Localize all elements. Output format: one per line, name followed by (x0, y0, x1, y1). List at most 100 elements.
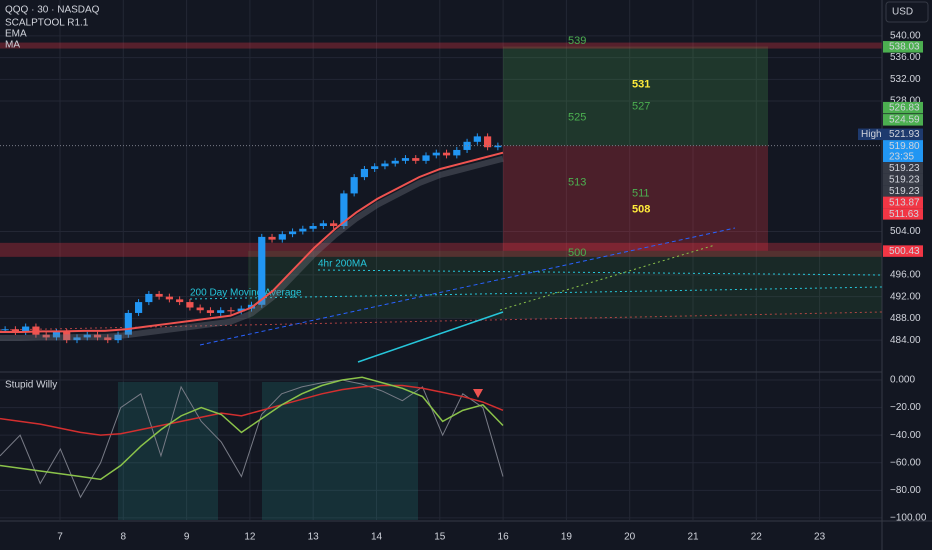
y-tick-label: −20.00 (890, 402, 921, 413)
price-tag (883, 208, 923, 220)
candle (1, 329, 9, 331)
trend-line (0, 311, 883, 331)
price-tag-label: 526.83 (889, 103, 920, 114)
candle (186, 302, 194, 308)
y-tick-label: −80.00 (890, 485, 921, 496)
pane-title: Stupid Willy (5, 380, 57, 391)
candle (93, 334, 102, 338)
price-tag-label: 521.93 (889, 129, 920, 140)
candle (463, 141, 471, 150)
candle (227, 310, 235, 312)
countdown: 23:35 (889, 151, 914, 162)
candle (453, 149, 461, 156)
y-tick-label: 496.00 (890, 270, 921, 281)
y-tick-label: 504.00 (890, 226, 921, 237)
y-tick-label: 536.00 (890, 52, 921, 63)
candle (330, 223, 338, 227)
price-tag (883, 173, 923, 186)
demand-zone (248, 250, 882, 319)
x-tick-label: 23 (814, 532, 826, 543)
price-tag (883, 196, 923, 209)
candle (299, 228, 307, 232)
annotation: 200 Day Moving Average (190, 288, 302, 299)
candle (165, 296, 173, 300)
x-tick-label: 7 (57, 532, 63, 543)
level-label: 513 (568, 176, 586, 188)
y-tick-label: 484.00 (890, 335, 921, 346)
candle (145, 293, 153, 303)
indicator-name: EMA (5, 29, 27, 40)
price-tag (883, 185, 923, 197)
x-tick-label: 16 (498, 532, 510, 543)
candle (134, 302, 143, 313)
price-tag (883, 128, 923, 141)
candle (432, 152, 440, 156)
ma-line (317, 269, 883, 276)
candle (350, 177, 358, 194)
level-label: 531 (632, 79, 650, 91)
resistance-band (0, 42, 882, 49)
x-tick-label: 15 (434, 532, 446, 543)
annotation: 4hr 200MA (318, 259, 367, 270)
x-tick-label: 8 (121, 532, 127, 543)
y-tick-label: 0.000 (890, 375, 915, 386)
price-tag (883, 41, 923, 53)
candle (391, 160, 399, 164)
candle (422, 155, 430, 161)
x-tick-label: 13 (308, 532, 320, 543)
y-tick-label: −60.00 (890, 457, 921, 468)
symbol-title: QQQ · 30 · NASDAQ (5, 5, 100, 16)
x-tick-label: 20 (624, 532, 636, 543)
price-tag (883, 101, 923, 114)
price-tag-label: 519.23 (889, 186, 920, 197)
price-tag (883, 245, 923, 257)
y-tick-label: 492.00 (890, 291, 921, 302)
candle (217, 310, 225, 313)
x-tick-label: 22 (751, 532, 763, 543)
y-tick-label: 532.00 (890, 74, 921, 85)
level-label: 525 (568, 111, 586, 123)
candle (124, 312, 132, 335)
tag-name-box (858, 128, 883, 141)
x-tick-label: 9 (184, 532, 190, 543)
support-band (0, 242, 882, 257)
candle (63, 331, 71, 341)
candle (412, 158, 420, 161)
candle (104, 337, 112, 341)
zone (118, 382, 218, 520)
y-tick-label: −40.00 (890, 430, 921, 441)
candle (494, 145, 502, 148)
candle (381, 163, 389, 167)
candle (22, 326, 30, 332)
x-tick-label: 21 (687, 532, 699, 543)
candle (42, 334, 50, 338)
candle (442, 152, 451, 156)
oscillator-line (0, 379, 504, 499)
candle (155, 293, 163, 297)
candle (196, 307, 204, 311)
candle (340, 193, 348, 227)
indicator-name: SCALPTOOL R1.1 (5, 18, 89, 29)
candle (114, 334, 122, 341)
trend-line (357, 311, 504, 363)
price-tag-label: 511.63 (889, 209, 919, 220)
x-tick-label: 19 (561, 532, 573, 543)
x-tick-label: 12 (244, 532, 256, 543)
oscillator-line (0, 384, 504, 436)
y-tick-label: 488.00 (890, 313, 921, 324)
candle (237, 308, 245, 312)
price-tag (883, 114, 923, 126)
level-label: 511 (632, 187, 650, 199)
candle (73, 337, 81, 341)
price-tag (883, 162, 923, 174)
level-label: 527 (632, 100, 650, 112)
candle (52, 331, 61, 338)
price-tag-label: 500.43 (889, 246, 920, 257)
oscillator-line (0, 376, 504, 481)
trend-line (199, 227, 736, 346)
indicator-name: MA (5, 40, 20, 51)
currency-button[interactable] (885, 1, 929, 23)
profit-zone (503, 46, 768, 146)
currency[interactable]: USD (892, 7, 913, 18)
